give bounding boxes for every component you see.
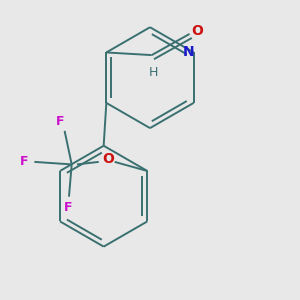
Text: O: O	[192, 24, 203, 38]
Text: H: H	[148, 66, 158, 79]
Text: O: O	[102, 152, 114, 166]
Text: F: F	[56, 115, 65, 128]
Text: F: F	[63, 201, 72, 214]
Text: N: N	[183, 46, 194, 59]
Text: F: F	[20, 155, 28, 168]
